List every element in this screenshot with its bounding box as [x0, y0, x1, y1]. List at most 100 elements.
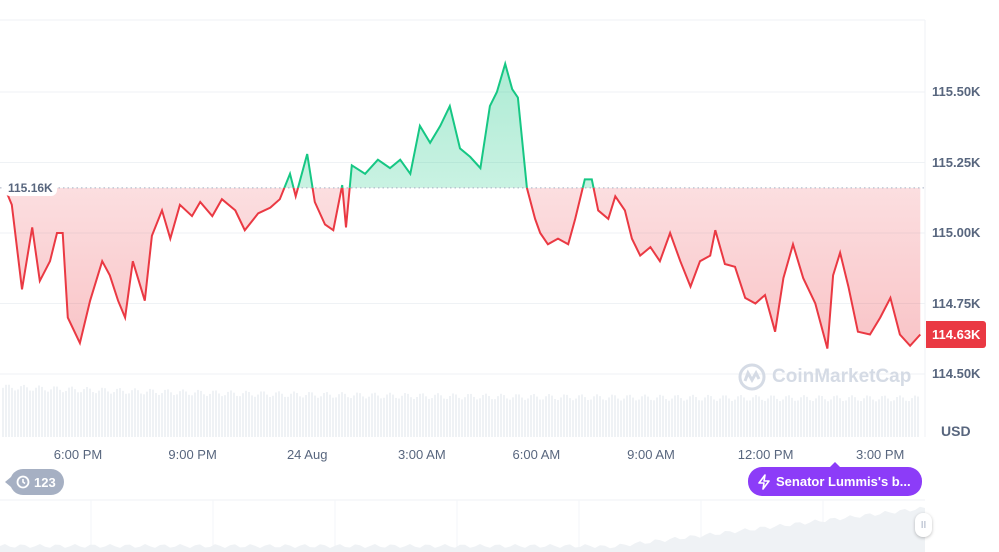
volume-bar: [428, 398, 430, 437]
volume-bar: [590, 399, 592, 437]
volume-bar: [656, 397, 658, 437]
volume-bar: [575, 398, 577, 437]
volume-bar: [398, 398, 400, 437]
volume-bar: [92, 392, 94, 437]
navigator-handle[interactable]: II: [915, 513, 932, 537]
volume-bar: [773, 395, 775, 437]
volume-bar: [800, 397, 802, 437]
volume-bar: [143, 394, 145, 437]
volume-bar: [626, 395, 628, 437]
volume-bar: [179, 391, 181, 437]
volume-bar: [527, 398, 529, 437]
volume-bar: [647, 396, 649, 437]
volume-bar: [257, 394, 259, 437]
volume-bar: [521, 397, 523, 437]
volume-bar: [407, 393, 409, 437]
volume-bar: [362, 396, 364, 437]
volume-bar: [23, 384, 25, 437]
x-tick-label: 12:00 PM: [737, 447, 794, 462]
volume-bar: [83, 389, 85, 437]
volume-bar: [740, 395, 742, 437]
volume-bar: [734, 399, 736, 437]
area-above-baseline: [4, 63, 921, 188]
volume-bar: [710, 396, 712, 437]
volume-bar: [419, 393, 421, 437]
volume-bar: [842, 401, 844, 437]
volume-bar: [323, 393, 325, 437]
volume-bar: [452, 393, 454, 437]
volume-bar: [458, 397, 460, 437]
volume-bar: [572, 400, 574, 437]
volume-bar: [443, 398, 445, 437]
volume-bar: [890, 401, 892, 437]
volume-bar: [665, 399, 667, 437]
volume-bar: [818, 395, 820, 437]
volume-bar: [764, 400, 766, 437]
news-event-pill[interactable]: Senator Lummis's b...: [748, 462, 922, 496]
volume-bar: [236, 395, 238, 437]
volume-bar: [224, 395, 226, 437]
volume-bar: [14, 390, 16, 437]
volume-bar: [815, 398, 817, 437]
volume-bar: [680, 398, 682, 437]
history-badge[interactable]: 123: [5, 469, 64, 495]
volume-bar: [692, 394, 694, 437]
volume-bar: [671, 398, 673, 437]
volume-bar: [290, 393, 292, 437]
volume-bar: [113, 392, 115, 437]
volume-bar: [314, 395, 316, 437]
volume-bar: [347, 397, 349, 437]
volume-bar: [767, 398, 769, 437]
volume-bar: [254, 396, 256, 437]
volume-bar: [899, 395, 901, 437]
volume-bar: [128, 393, 130, 437]
volume-bar: [560, 397, 562, 437]
volume-bar: [281, 393, 283, 437]
volume-bar: [86, 387, 88, 437]
volume-bar: [386, 394, 388, 437]
x-tick-label: 9:00 PM: [168, 447, 217, 462]
volume-bar: [215, 390, 217, 437]
volume-bar: [392, 394, 394, 437]
volume-bar: [401, 395, 403, 437]
volume-bar: [605, 400, 607, 437]
volume-bar: [371, 393, 373, 437]
volume-bar: [56, 386, 58, 437]
volume-bar: [350, 398, 352, 437]
volume-bar: [278, 391, 280, 437]
volume-bar: [836, 395, 838, 437]
volume-bar: [5, 384, 7, 437]
volume-bar: [416, 397, 418, 437]
volume-bar: [377, 395, 379, 437]
volume-bar: [788, 395, 790, 437]
volume-bar: [611, 394, 613, 437]
volume-bar: [812, 401, 814, 437]
volume-bar: [830, 399, 832, 437]
volume-bar: [65, 390, 67, 437]
volume-bar: [878, 399, 880, 437]
volume-bar: [683, 400, 685, 437]
volume-bar: [404, 393, 406, 437]
volume-bar: [641, 396, 643, 437]
volume-bar: [26, 387, 28, 437]
volume-bar: [917, 396, 919, 437]
volume-bar: [569, 398, 571, 437]
volume-bar: [695, 397, 697, 437]
volume-bar: [89, 388, 91, 437]
volume-bar: [200, 390, 202, 437]
volume-bar: [752, 397, 754, 437]
x-tick-label: 3:00 AM: [397, 447, 446, 462]
x-tick-label: 9:00 AM: [627, 447, 675, 462]
volume-bar: [653, 400, 655, 437]
volume-bar: [635, 400, 637, 437]
navigator-area[interactable]: [0, 506, 925, 552]
volume-bar: [38, 385, 40, 437]
volume-bar: [599, 396, 601, 437]
volume-bar: [233, 392, 235, 437]
volume-bar: [848, 397, 850, 437]
x-tick-label: 6:00 PM: [53, 447, 103, 462]
volume-bar: [743, 397, 745, 437]
event-label: Senator Lummis's b...: [776, 474, 911, 489]
volume-bar: [716, 400, 718, 437]
